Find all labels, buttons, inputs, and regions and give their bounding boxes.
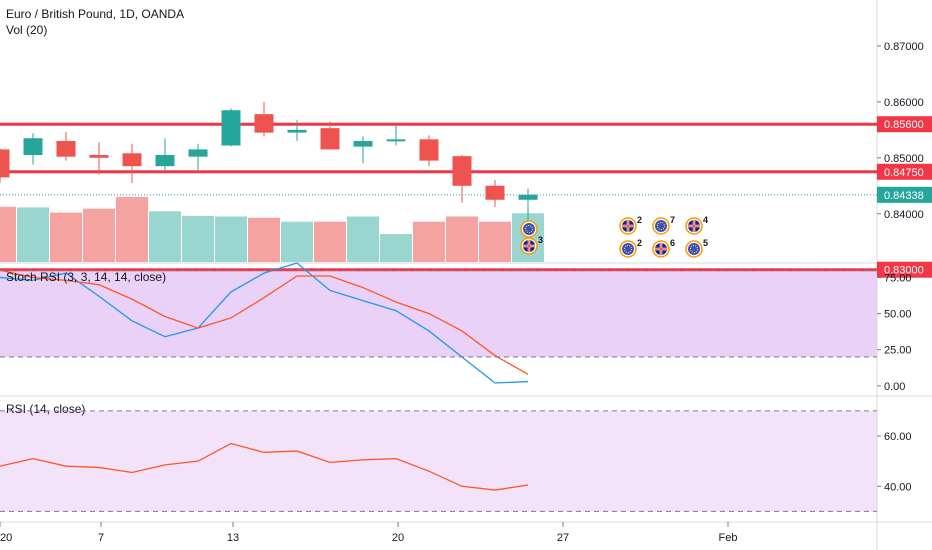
level-price-tag[interactable] xyxy=(877,116,932,133)
badge-count: 6 xyxy=(670,238,675,248)
volume-label: Vol (20) xyxy=(6,23,47,37)
rsi-label: RSI (14, close) xyxy=(6,402,85,416)
price-tick-label: 0.84000 xyxy=(884,209,924,221)
event-badges[interactable]: 3 2 7 4 2 6 5 xyxy=(520,215,708,258)
volume-bar xyxy=(281,221,313,262)
time-tick-label: 2020 xyxy=(0,532,12,544)
volume-bars xyxy=(0,197,544,262)
badge-count: 2 xyxy=(637,215,642,225)
volume-bar xyxy=(182,215,214,262)
price-tick-label: 0.86000 xyxy=(884,97,924,109)
volume-bar xyxy=(380,234,412,262)
eu-stars xyxy=(525,225,533,233)
candle-body xyxy=(155,155,175,167)
eu-flag-icon xyxy=(655,220,667,232)
stoch-tick-label: 0.00 xyxy=(884,381,905,393)
event-badge[interactable]: 7 xyxy=(652,215,675,235)
price-tick-label: 0.87000 xyxy=(884,41,924,53)
eu-stars xyxy=(690,245,698,253)
candle-body xyxy=(221,110,241,146)
stoch-label: Stoch RSI (3, 3, 14, 14, close) xyxy=(6,270,166,284)
candle-body xyxy=(353,141,373,147)
candle-body xyxy=(254,114,274,133)
time-axis[interactable]: 2020 7 13 20 27 Feb xyxy=(0,522,737,544)
candle-body xyxy=(485,185,505,200)
eu-flag-icon xyxy=(622,243,634,255)
candle-body xyxy=(122,153,142,167)
rsi-band xyxy=(0,410,877,512)
rsi-tick-label: 60.00 xyxy=(884,431,912,443)
badge-count: 3 xyxy=(538,235,543,245)
rsi-tick-label: 40.00 xyxy=(884,481,912,493)
level-price-tag-label: 0.84750 xyxy=(884,167,924,179)
event-badge[interactable]: 2 xyxy=(619,238,642,258)
current-price-tag-label: 0.84338 xyxy=(884,190,924,202)
candles xyxy=(0,101,538,224)
horizontal-levels[interactable] xyxy=(0,122,877,272)
volume-bar xyxy=(479,221,511,262)
event-badge[interactable] xyxy=(520,220,538,238)
time-tick-label: 13 xyxy=(227,532,239,544)
volume-bar xyxy=(149,211,181,262)
event-badge[interactable]: 4 xyxy=(685,215,708,235)
volume-bar xyxy=(215,216,247,262)
stoch-tick-label: 25.00 xyxy=(884,345,912,357)
badge-count: 4 xyxy=(703,215,708,225)
candle-body xyxy=(386,139,406,142)
current-price-tag[interactable] xyxy=(877,186,932,203)
stoch-rsi-lines xyxy=(0,262,529,384)
stoch-d-line xyxy=(0,269,529,375)
candle-body xyxy=(89,155,109,158)
candle-body xyxy=(452,156,472,186)
price-axis[interactable]: 0.84000 0.85000 0.86000 0.87000 0.85600 0.847… xyxy=(877,41,932,493)
volume-bar xyxy=(50,212,82,262)
volume-bar xyxy=(347,216,379,262)
stoch-band xyxy=(0,270,877,357)
candle-body xyxy=(287,129,307,133)
volume-bar xyxy=(446,216,478,262)
time-tick-label: 7 xyxy=(98,532,104,544)
stoch-tick-label: 75.00 xyxy=(884,272,912,284)
time-tick-label: Feb xyxy=(719,532,738,544)
event-badge[interactable]: 6 xyxy=(652,238,675,258)
stoch-tick-label: 50.00 xyxy=(884,309,912,321)
volume-bar xyxy=(17,207,49,262)
candle-body xyxy=(320,128,340,150)
volume-bar xyxy=(413,221,445,262)
level-price-tag-label: 0.85600 xyxy=(884,119,924,131)
level-price-tag[interactable] xyxy=(877,261,932,278)
level-price-tag[interactable] xyxy=(877,163,932,180)
chart-title: Euro / British Pound, 1D, OANDA xyxy=(6,7,184,21)
badge-count: 5 xyxy=(703,238,708,248)
time-tick-label: 20 xyxy=(392,532,404,544)
rsi-line xyxy=(0,442,529,491)
candle-body xyxy=(0,149,10,178)
candle-body xyxy=(56,141,76,157)
eu-flag-icon xyxy=(688,243,700,255)
volume-bar xyxy=(116,197,148,262)
rsi-line xyxy=(0,442,529,491)
eu-stars xyxy=(657,222,665,230)
eu-flag-icon xyxy=(523,223,535,235)
eu-stars xyxy=(624,245,632,253)
volume-bar xyxy=(0,206,16,262)
volume-bar xyxy=(248,217,280,262)
volume-bar xyxy=(83,208,115,262)
candle-body xyxy=(419,139,439,161)
badge-count: 7 xyxy=(670,215,675,225)
event-badge[interactable]: 2 xyxy=(619,215,642,235)
candle-body xyxy=(188,149,208,157)
candle-body xyxy=(518,194,538,200)
volume-bar xyxy=(314,221,346,262)
stoch-k-line xyxy=(0,262,529,384)
time-tick-label: 27 xyxy=(557,532,569,544)
level-price-tag-label: 0.83000 xyxy=(884,265,924,277)
candle-body xyxy=(23,138,43,156)
badge-count: 2 xyxy=(637,238,642,248)
price-tick-label: 0.85000 xyxy=(884,153,924,165)
event-badge[interactable]: 3 xyxy=(520,235,543,255)
event-badge[interactable]: 5 xyxy=(685,238,708,258)
